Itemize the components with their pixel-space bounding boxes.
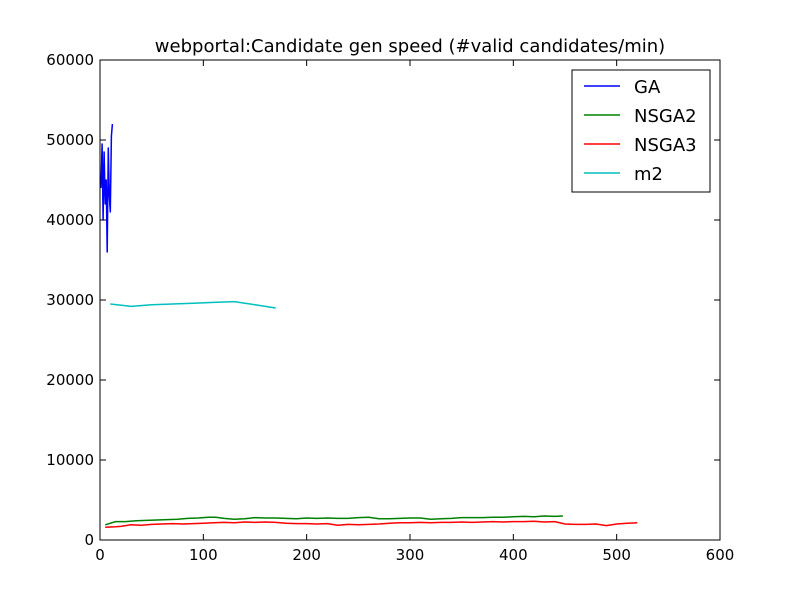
- y-tick-label: 40000: [46, 211, 94, 229]
- legend-label-m2: m2: [634, 164, 663, 185]
- y-tick-label: 0: [84, 531, 94, 549]
- y-tick-label: 60000: [46, 51, 94, 69]
- y-tick-label: 30000: [46, 291, 94, 309]
- legend-label-nsga2: NSGA2: [634, 106, 697, 127]
- series-line-ga: [100, 123, 114, 253]
- x-tick-label: 300: [396, 546, 425, 564]
- x-tick-label: 0: [95, 546, 105, 564]
- series-line-nsga2: [104, 515, 563, 526]
- x-tick-label: 100: [189, 546, 218, 564]
- x-tick-label: 400: [499, 546, 528, 564]
- y-tick-label: 20000: [46, 371, 94, 389]
- legend: GA NSGA2 NSGA3 m2: [571, 69, 711, 193]
- legend-label-ga: GA: [634, 77, 661, 98]
- legend-box: [571, 69, 711, 193]
- legend-label-nsga3: NSGA3: [634, 135, 697, 156]
- series-line-nsga3: [105, 520, 638, 528]
- axis-ticks: 0 100 200 300 400 500 600 0 10000 20000 30000 40000…: [46, 51, 734, 564]
- series-layer: [100, 123, 638, 528]
- y-tick-label: 50000: [46, 131, 94, 149]
- x-tick-label: 500: [602, 546, 631, 564]
- series-line-m2: [110, 300, 276, 309]
- x-tick-label: 600: [706, 546, 735, 564]
- x-tick-label: 200: [292, 546, 321, 564]
- chart-title: webportal:Candidate gen speed (#valid ca…: [155, 36, 665, 57]
- y-tick-label: 10000: [46, 451, 94, 469]
